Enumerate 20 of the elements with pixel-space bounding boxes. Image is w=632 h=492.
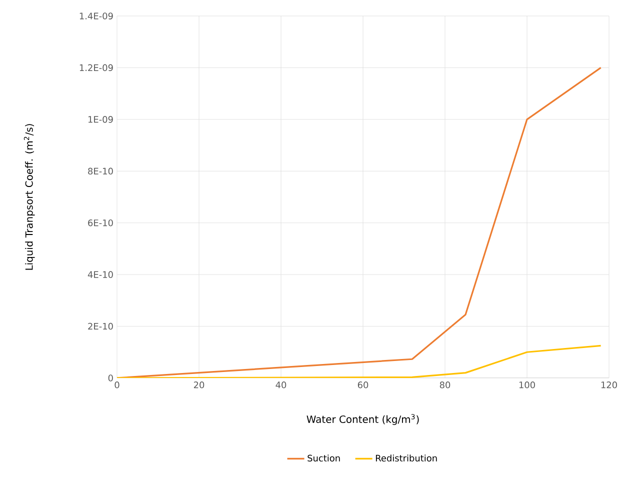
y-tick-label: 1.4E-09: [80, 12, 113, 20]
y-tick-label: 4E-10: [88, 271, 113, 278]
y-tick-label: 8E-10: [88, 168, 113, 175]
y-tick-label: 1.2E-09: [80, 64, 113, 72]
y-tick-label: 1E-09: [88, 116, 113, 123]
x-tick-label: 40: [276, 382, 286, 388]
x-tick-label: 60: [358, 382, 368, 388]
y-tick-label: 2E-10: [88, 322, 113, 330]
x-tick-label: 20: [194, 382, 204, 388]
legend-label: Redistribution: [376, 454, 437, 462]
x-tick-label: 0: [114, 382, 120, 388]
legend-label: Suction: [308, 454, 340, 462]
y-axis-title: Liquid Tranpsort Coeff. (m$^{2}$/s): [24, 124, 35, 270]
x-tick-label: 120: [601, 382, 617, 388]
x-tick-label: 100: [519, 382, 535, 388]
line-series: [117, 344, 602, 378]
x-tick-label: 80: [440, 382, 450, 388]
y-tick-label: 0: [108, 374, 113, 382]
x-axis-title: Water Content (kg/m$^{3}$): [306, 414, 419, 425]
y-tick-label: 6E-10: [88, 219, 113, 226]
